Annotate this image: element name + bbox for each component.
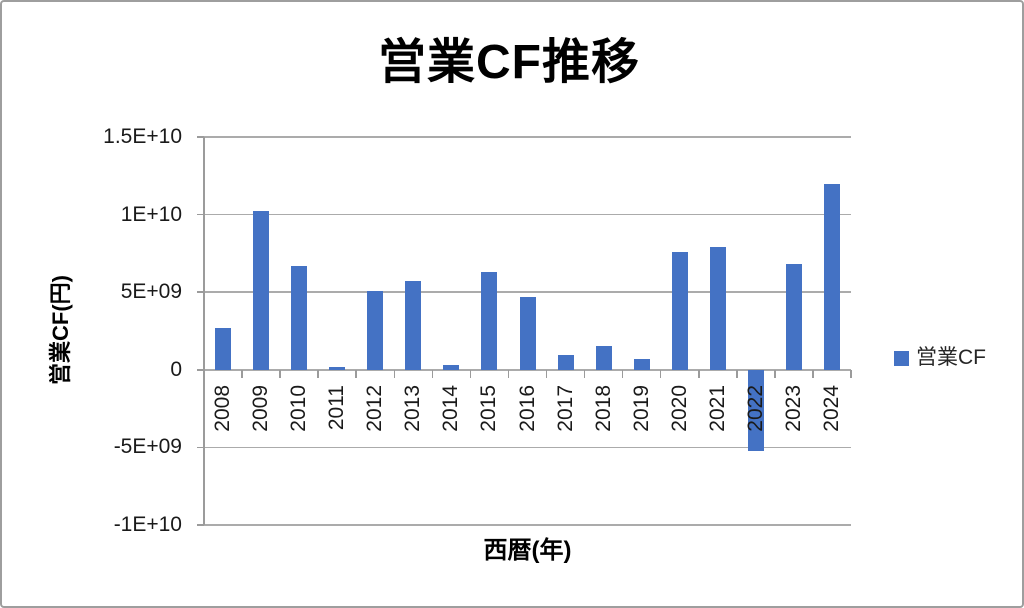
bar-2010	[291, 265, 308, 370]
x-tick-label: 2009	[249, 385, 273, 432]
legend: 営業CF	[894, 346, 986, 369]
y-tick-mark	[197, 291, 204, 293]
y-gridline	[204, 213, 851, 216]
x-tick-label: 2024	[819, 385, 843, 432]
x-tick-label: 2010	[287, 385, 311, 432]
y-gridline	[204, 446, 851, 449]
y-tick-label: 1.5E+10	[103, 125, 182, 148]
x-tick-label: 2022	[743, 385, 767, 432]
bar-2023	[785, 264, 802, 370]
y-gridline	[204, 136, 851, 138]
x-tick-label: 2023	[781, 385, 805, 432]
x-tick-label: 2011	[325, 385, 349, 431]
y-tick-mark	[197, 213, 204, 216]
x-tick-label: 2019	[629, 385, 653, 432]
x-tick-mark	[355, 369, 357, 378]
bar-2019	[633, 358, 650, 370]
bar-2020	[671, 251, 688, 370]
x-tick-mark	[736, 369, 738, 378]
x-tick-mark	[431, 369, 434, 378]
bar-2015	[481, 272, 498, 370]
bar-2016	[519, 296, 536, 370]
x-tick-mark	[850, 369, 852, 378]
y-tick-mark	[197, 136, 204, 138]
x-tick-mark	[241, 369, 243, 378]
x-tick-label: 2021	[705, 385, 729, 432]
bar-2021	[709, 247, 726, 370]
bar-2024	[823, 183, 840, 370]
bar-2022	[747, 369, 764, 451]
x-tick-label: 2012	[363, 385, 387, 432]
y-tick-label: -5E+09	[113, 435, 182, 459]
bar-2018	[595, 345, 612, 370]
bar-2012	[367, 290, 384, 370]
x-tick-mark	[317, 369, 319, 378]
bar-2013	[405, 281, 422, 370]
x-tick-label: 2020	[667, 385, 691, 432]
x-tick-label: 2014	[439, 385, 463, 432]
legend-swatch-icon	[894, 350, 909, 366]
x-tick-mark	[545, 369, 548, 378]
x-tick-mark	[507, 369, 510, 378]
x-tick-mark	[279, 369, 281, 378]
chart-title: 営業CF推移	[378, 36, 640, 89]
x-tick-mark	[621, 369, 624, 378]
bar-2017	[557, 355, 574, 370]
y-tick-mark	[197, 524, 204, 526]
x-axis-title: 西暦(年)	[483, 537, 572, 564]
x-tick-mark	[469, 369, 472, 378]
x-tick-label: 2013	[401, 385, 425, 432]
x-tick-label: 2016	[515, 385, 539, 432]
y-gridline	[204, 291, 851, 293]
legend-label: 営業CF	[916, 346, 986, 369]
bar-2009	[253, 211, 270, 370]
y-gridline	[204, 524, 851, 526]
x-tick-mark	[698, 369, 700, 378]
y-tick-mark	[197, 446, 204, 449]
y-tick-mark	[197, 369, 204, 371]
bar-2008	[215, 327, 232, 370]
y-tick-label: 1E+10	[120, 202, 182, 226]
bar-2014	[443, 365, 460, 370]
x-tick-mark	[812, 369, 814, 378]
y-axis-title: 営業CF(円)	[48, 275, 73, 385]
x-tick-label: 2015	[477, 385, 501, 432]
y-tick-label: 5E+09	[120, 280, 182, 304]
y-gridline	[204, 369, 851, 371]
x-tick-label: 2017	[553, 385, 577, 432]
y-tick-label: -1E+10	[113, 513, 182, 536]
x-tick-mark	[583, 369, 586, 378]
y-tick-label: 0	[170, 357, 182, 381]
bar-2011	[329, 366, 346, 370]
x-tick-mark	[659, 369, 662, 378]
x-tick-label: 2018	[591, 385, 615, 432]
x-tick-mark	[203, 369, 205, 378]
x-tick-mark	[393, 369, 396, 378]
x-tick-mark	[774, 369, 776, 378]
y-axis-line	[203, 137, 205, 525]
x-tick-label: 2008	[211, 385, 235, 432]
